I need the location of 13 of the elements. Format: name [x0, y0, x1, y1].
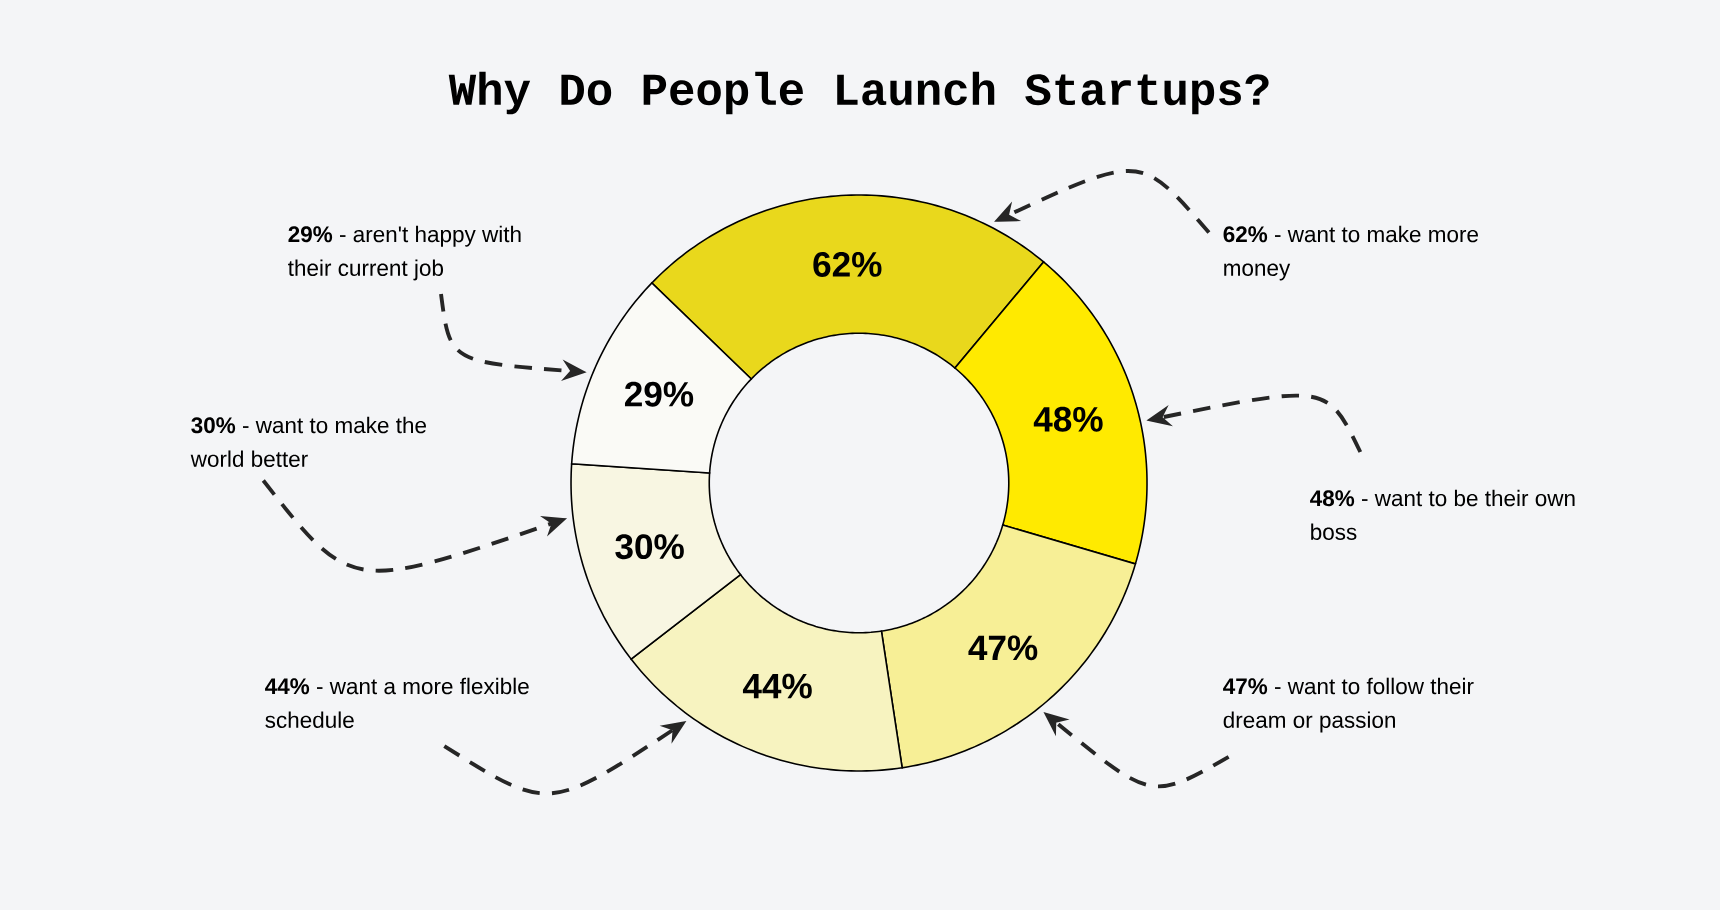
data-label: 48% — [1033, 406, 1103, 432]
slice-label: 44% - want a more flexible schedule — [265, 677, 529, 728]
slice-label: 29% - aren't happy with their current job — [288, 225, 521, 281]
data-label: 44% — [742, 673, 812, 699]
slice-label: 47% - want to follow their dream or passion — [1223, 677, 1474, 733]
slice-label: 30% - want to make the world better — [190, 416, 426, 467]
data-label: 47% — [968, 635, 1038, 661]
chart-title: Why Do People Launch Startups? — [448, 71, 1269, 115]
slice-label: 62% - want to make more money — [1223, 225, 1478, 281]
data-label: 30% — [615, 534, 684, 560]
data-label: 62% — [813, 252, 882, 277]
data-label: 29% — [624, 381, 694, 407]
slice-label: 48% - want to be their own boss — [1310, 489, 1575, 540]
